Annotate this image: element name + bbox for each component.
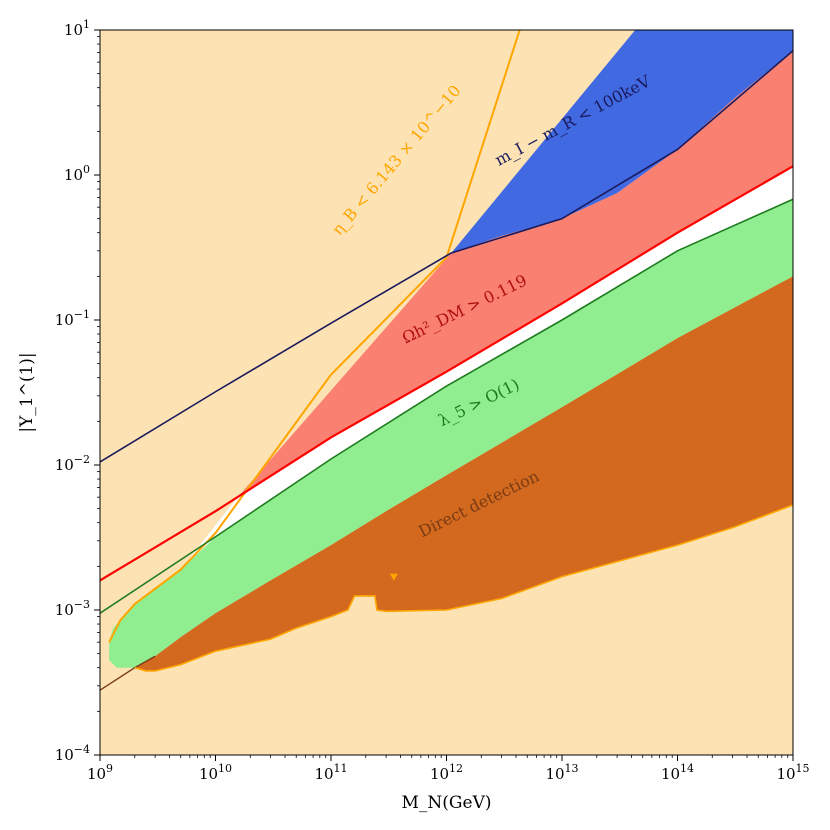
y-tick-label-1: 10−3 bbox=[55, 598, 90, 619]
region-lambda5 bbox=[109, 199, 793, 668]
x-tick-label-4: 1013 bbox=[545, 762, 578, 783]
region-relic-density bbox=[235, 50, 793, 500]
plot-area bbox=[100, 30, 793, 755]
region-direct-detection bbox=[134, 276, 793, 671]
plot-content bbox=[100, 30, 793, 755]
x-tick-label-5: 1014 bbox=[661, 762, 694, 783]
x-tick-label-3: 1012 bbox=[430, 762, 463, 783]
line-relic-bound bbox=[100, 165, 793, 582]
dd-lower-outline bbox=[134, 504, 793, 672]
y-axis-title: |Y_1^(1)| bbox=[17, 352, 37, 432]
x-tick-label-1: 1010 bbox=[199, 762, 232, 783]
line-mass-splitting-bound bbox=[100, 50, 793, 463]
y-tick-label-4: 100 bbox=[64, 163, 90, 184]
y-tick-label-0: 10−4 bbox=[55, 743, 90, 764]
y-tick-label-2: 10−2 bbox=[55, 453, 90, 474]
y-tick-label-3: 10−1 bbox=[55, 308, 90, 329]
exclusion-marker bbox=[389, 573, 398, 581]
line-eta-b-bound bbox=[108, 30, 521, 643]
y-tick-label-5: 101 bbox=[64, 18, 90, 39]
axes: 109 1010 1011 1012 1013 1014 1015 10−4 10−3 10−2 1… bbox=[17, 18, 810, 813]
region-allowed bbox=[180, 166, 793, 570]
x-tick-label-0: 109 bbox=[87, 762, 113, 783]
line-lambda5-bound bbox=[100, 198, 793, 614]
region-mass-splitting bbox=[451, 30, 793, 253]
x-tick-label-6: 1015 bbox=[776, 762, 809, 783]
x-axis-title: M_N(GeV) bbox=[402, 793, 492, 813]
x-tick-label-2: 1011 bbox=[314, 762, 347, 783]
